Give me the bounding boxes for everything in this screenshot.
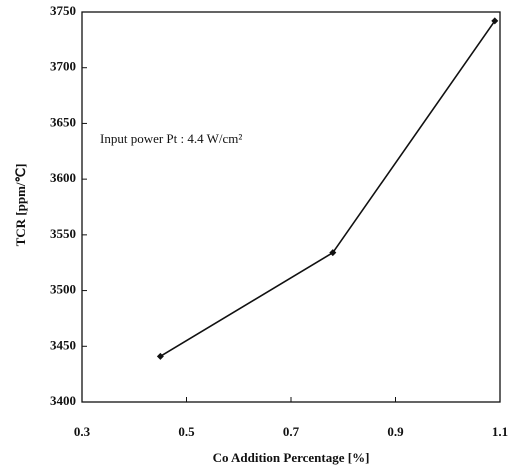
data-point [491,17,499,25]
annotation: Input power Pt : 4.4 W/cm² [100,131,242,146]
data-line [159,20,496,357]
x-tick-label: 0.3 [74,424,91,439]
y-tick-label: 3700 [50,59,76,74]
data-point [156,352,164,360]
y-tick-label: 3550 [50,226,76,241]
y-axis-label: TCR [ppm/℃] [13,164,28,247]
y-tick-label: 3400 [50,393,76,408]
y-tick-label: 3650 [50,114,76,129]
x-tick-label: 0.9 [387,424,404,439]
y-tick-label: 3500 [50,282,76,297]
data-point [329,249,337,257]
y-tick-label: 3450 [50,337,76,352]
y-tick-label: 3600 [50,170,76,185]
x-tick-label: 0.5 [178,424,195,439]
plot-frame [81,11,501,403]
x-axis-label: Co Addition Percentage [%] [213,450,370,465]
x-tick-label: 0.7 [283,424,300,439]
x-tick-label: 1.1 [492,424,508,439]
y-tick-label: 3750 [50,3,76,18]
